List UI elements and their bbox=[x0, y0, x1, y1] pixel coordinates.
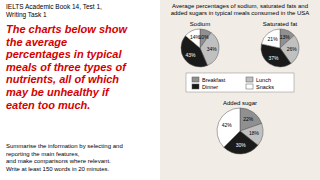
data-label: 14% bbox=[190, 34, 201, 40]
data-label: 34% bbox=[207, 46, 218, 52]
left-panel bbox=[0, 0, 160, 180]
data-label: 37% bbox=[269, 55, 280, 61]
legend-label: Lunch bbox=[256, 77, 271, 83]
legend-swatch bbox=[246, 77, 253, 82]
header: IELTS Academic Book 14, Test 1,Writing T… bbox=[6, 3, 102, 19]
pie bbox=[181, 29, 219, 67]
legend-swatch bbox=[192, 84, 199, 89]
data-label: 10% bbox=[199, 34, 210, 40]
pie bbox=[217, 108, 263, 154]
footer: Summarise the information by selecting a… bbox=[6, 143, 123, 172]
data-label: 26% bbox=[287, 46, 298, 52]
legend: Breakfast Lunch Dinner Snacks bbox=[186, 73, 294, 92]
data-label: 22% bbox=[243, 116, 254, 122]
legend-label: Snacks bbox=[256, 84, 274, 90]
chart: IELTS Academic Book 14, Test 1,Writing T… bbox=[0, 0, 320, 180]
legend-label: Dinner bbox=[202, 84, 218, 90]
legend-swatch bbox=[192, 77, 199, 82]
data-label: 43% bbox=[186, 52, 197, 58]
body-text: The charts below showthe averagepercenta… bbox=[5, 23, 128, 111]
right-panel bbox=[160, 0, 320, 180]
pie-title: Saturated fat bbox=[263, 21, 298, 27]
pie-title: Sodium bbox=[190, 21, 210, 27]
data-label: 30% bbox=[236, 142, 247, 148]
data-label: 13% bbox=[280, 34, 291, 40]
legend-box bbox=[186, 73, 294, 92]
data-label: 42% bbox=[222, 122, 233, 128]
slice bbox=[261, 29, 280, 48]
title: Average percentages of sodium, saturated… bbox=[171, 3, 310, 16]
data-label: 18% bbox=[249, 130, 260, 136]
pie-title: Added sugar bbox=[223, 100, 257, 106]
slice bbox=[185, 29, 200, 48]
pie bbox=[261, 29, 299, 67]
legend-label: Breakfast bbox=[202, 77, 226, 83]
legend-swatch bbox=[246, 84, 253, 89]
data-label: 21% bbox=[268, 36, 279, 42]
